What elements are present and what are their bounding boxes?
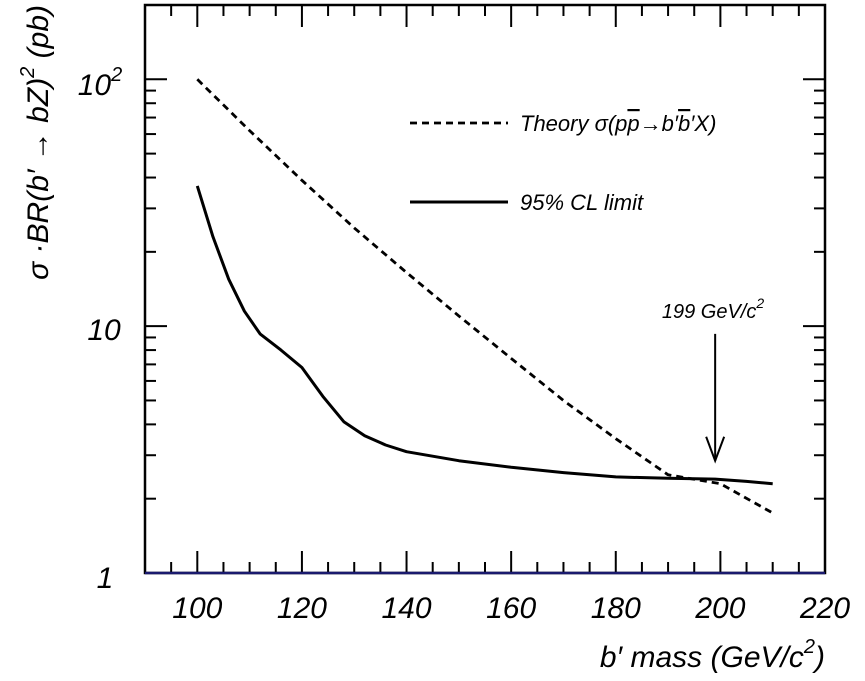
y-tick-label-100-base: 10 (78, 69, 112, 102)
legend-theory-pbar: p (626, 111, 639, 136)
y-tick-label-100: 102 (78, 64, 123, 102)
x-axis-title-text: b′ mass (GeV/c (600, 641, 804, 674)
axis-ticks (144, 4, 826, 574)
x-tick-label: 180 (591, 592, 641, 625)
legend-theory-bbar: b (678, 111, 690, 136)
y-tick-label-10: 10 (87, 314, 121, 347)
x-tick-label: 200 (694, 592, 745, 625)
legend-theory-suffix: ′X) (690, 111, 716, 136)
y-axis-title-text: σ ·BR(b′ → bZ) (22, 78, 55, 280)
x-tick-label: 160 (486, 592, 536, 625)
legend-limit-label: 95% CL limit (520, 190, 644, 215)
theory-curve (196, 78, 774, 515)
x-tick-label: 120 (277, 592, 327, 625)
annotation-arrow (705, 333, 726, 464)
legend-theory-prefix: Theory σ(p (520, 111, 627, 136)
plot-frame (143, 3, 827, 575)
legend-theory-label: Theory σ(pp→b′b′X) (520, 111, 716, 136)
y-tick-label-1: 1 (97, 562, 114, 595)
x-axis-title-sup: 2 (803, 636, 815, 658)
annotation-label-main: 199 GeV/c (662, 301, 757, 323)
x-axis-title-close: ) (812, 641, 825, 674)
annotation-arrow-head (705, 436, 726, 464)
y-tick-label-100-exp: 2 (110, 64, 122, 86)
tick-labels: 100 120 140 160 180 200 220 (172, 592, 850, 625)
y-axis-title-unit: (pb) (22, 5, 55, 67)
x-tick-label: 220 (799, 592, 850, 625)
x-tick-label: 140 (382, 592, 432, 625)
x-tick-label: 100 (172, 592, 222, 625)
x-axis-title: b′ mass (GeV/c2) (600, 636, 825, 674)
y-axis-title: σ ·BR(b′ → bZ)2 (pb) (17, 5, 55, 280)
series-lines (195, 78, 774, 515)
y-axis-title-sup: 2 (17, 67, 39, 79)
limit-curve (195, 185, 773, 486)
annotation-label-sup: 2 (755, 295, 764, 311)
legend-theory-arrow: →b′ (640, 111, 679, 136)
annotation-label: 199 GeV/c2 (662, 295, 765, 323)
